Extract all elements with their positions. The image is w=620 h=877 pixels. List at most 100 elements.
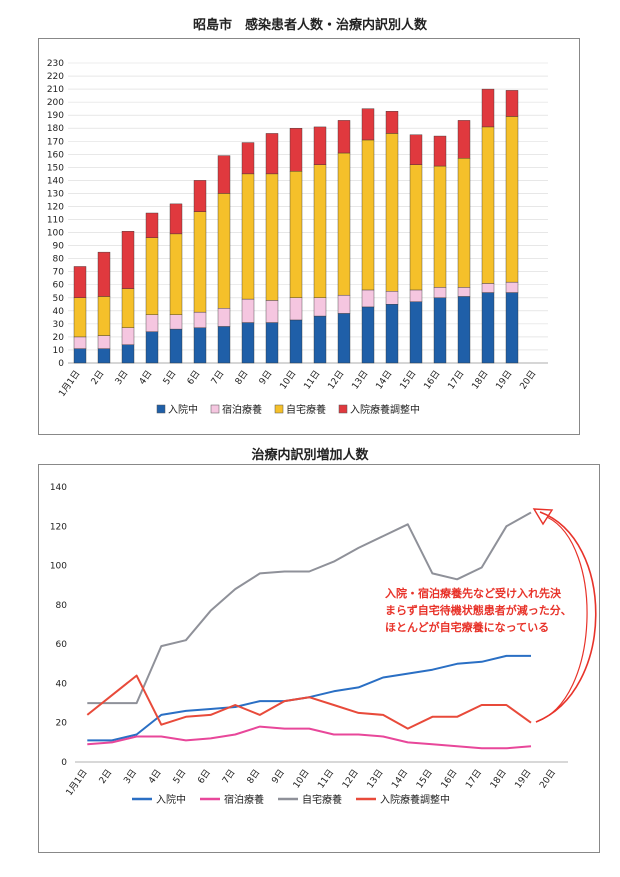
y-tick-label: 40 (53, 307, 65, 317)
chart2-panel (38, 464, 600, 853)
bar-segment (313, 126, 327, 165)
legend-swatch (156, 404, 166, 414)
x-tick-label: 11日 (316, 767, 337, 790)
x-tick-label: 16日 (439, 767, 460, 790)
bar-segment (385, 291, 399, 305)
x-tick-label: 7日 (220, 767, 237, 785)
legend-label: 入院療養調整中 (380, 793, 450, 806)
y-tick-label: 70 (53, 268, 65, 278)
y-tick-label: 60 (53, 281, 65, 291)
bar-segment (169, 328, 183, 364)
y-tick-label: 30 (53, 320, 65, 330)
bar-segment (505, 281, 519, 293)
legend-label: 自宅療養 (286, 403, 326, 416)
y-tick-label: 60 (56, 640, 68, 650)
y-tick-label: 0 (58, 359, 64, 369)
series-line (87, 511, 532, 705)
bar-segment (193, 311, 207, 328)
y-tick-label: 0 (61, 758, 67, 768)
y-tick-label: 20 (53, 333, 65, 343)
bar-segment (145, 331, 159, 364)
bar-segment (505, 116, 519, 283)
x-tick-label: 3日 (122, 767, 139, 785)
bar-segment (289, 319, 303, 364)
legend-label: 入院中 (156, 793, 186, 806)
bar-segment (313, 315, 327, 364)
bar-segment (97, 348, 111, 364)
x-tick-label: 2日 (89, 368, 106, 386)
x-tick-label: 16日 (422, 368, 443, 391)
bar-segment (193, 180, 207, 212)
y-tick-label: 230 (47, 59, 64, 69)
bar-segment (169, 314, 183, 330)
x-tick-label: 13日 (350, 368, 371, 391)
bar-segment (481, 283, 495, 293)
bar-segment (121, 231, 135, 289)
bar-segment (121, 344, 135, 364)
x-tick-label: 20日 (518, 368, 539, 391)
y-tick-label: 120 (47, 202, 64, 212)
x-tick-label: 13日 (365, 767, 386, 790)
bar-segment (409, 164, 423, 291)
y-tick-label: 110 (47, 216, 64, 226)
bar-segment (457, 296, 471, 364)
x-tick-label: 18日 (488, 767, 509, 790)
bar-segment (433, 165, 447, 288)
bar-segment (361, 108, 375, 141)
bar-segment (409, 289, 423, 302)
legend-label: 入院中 (168, 403, 198, 416)
bar-segment (505, 292, 519, 364)
x-tick-label: 14日 (389, 767, 410, 790)
legend-label: 自宅療養 (302, 793, 342, 806)
bar-segment (289, 171, 303, 298)
bar-segment (265, 133, 279, 175)
bar-segment (385, 133, 399, 292)
y-tick-label: 180 (47, 124, 64, 134)
bar-segment (481, 126, 495, 284)
bar-segment (313, 164, 327, 298)
bar-segment (289, 297, 303, 321)
y-tick-label: 140 (47, 176, 64, 186)
chart1-title: 昭島市 感染患者人数・治療内訳別人数 (192, 18, 427, 33)
x-tick-label: 1月1日 (64, 767, 90, 797)
y-tick-label: 80 (53, 255, 65, 265)
x-tick-label: 4日 (146, 767, 163, 785)
bar-segment (337, 294, 351, 314)
y-tick-label: 40 (56, 679, 68, 689)
bar-segment (241, 142, 255, 175)
y-tick-label: 10 (53, 346, 65, 356)
legend-swatch (210, 404, 220, 414)
bar-segment (217, 193, 231, 309)
bar-segment (409, 134, 423, 165)
y-tick-label: 160 (47, 150, 64, 160)
x-tick-label: 3日 (113, 368, 130, 386)
annotation-arrow (535, 511, 597, 723)
y-tick-label: 220 (47, 72, 64, 82)
y-tick-label: 50 (53, 294, 65, 304)
y-tick-label: 140 (50, 483, 67, 493)
arrowhead (532, 508, 554, 526)
bar-segment (313, 297, 327, 317)
chart2-title: 治療内訳別増加人数 (251, 448, 369, 463)
y-tick-label: 100 (47, 229, 64, 239)
x-tick-label: 8日 (245, 767, 262, 785)
bar-segment (217, 308, 231, 327)
legend-label: 宿泊療養 (222, 403, 262, 416)
legend-swatch (338, 404, 348, 414)
bar-segment (193, 211, 207, 313)
legend-swatch (274, 404, 284, 414)
y-tick-label: 170 (47, 137, 64, 147)
bar-segment (505, 90, 519, 117)
bar-segment (289, 128, 303, 172)
bar-segment (145, 237, 159, 315)
bar-segment (337, 313, 351, 364)
y-tick-label: 100 (50, 562, 67, 572)
x-tick-label: 12日 (340, 767, 361, 790)
bar-segment (145, 212, 159, 238)
bar-segment (169, 203, 183, 235)
legend-label: 宿泊療養 (224, 793, 264, 806)
series-line (87, 725, 532, 750)
x-tick-label: 12日 (326, 368, 347, 391)
x-tick-label: 17日 (446, 368, 467, 391)
